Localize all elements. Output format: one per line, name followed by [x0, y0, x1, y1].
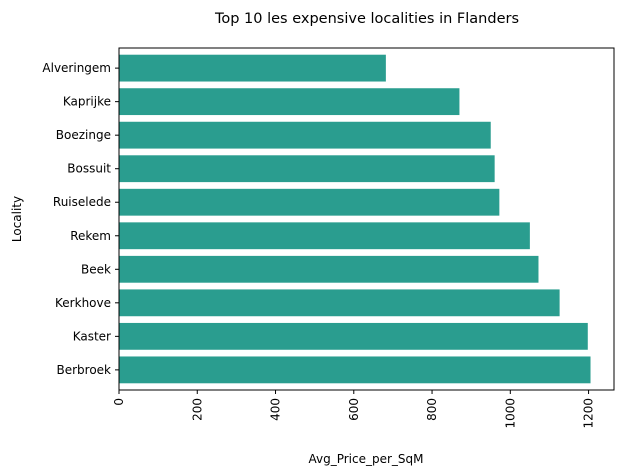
- y-tick-label: Berbroek: [56, 363, 111, 377]
- y-tick-label: Beek: [81, 262, 111, 276]
- chart-title: Top 10 les expensive localities in Fland…: [214, 11, 519, 27]
- x-tick-label: 400: [269, 398, 283, 421]
- y-tick-label: Rekem: [70, 229, 111, 243]
- x-tick-label: 1000: [503, 398, 517, 429]
- y-tick-label: Boezinge: [56, 128, 111, 142]
- bar: [119, 289, 560, 317]
- y-tick-label: Kaprijke: [63, 95, 111, 109]
- y-axis-label: Locality: [10, 196, 24, 242]
- y-tick-label: Alveringem: [42, 61, 111, 75]
- x-tick-label: 200: [190, 398, 204, 421]
- x-tick-label: 600: [347, 398, 361, 421]
- bar: [119, 255, 539, 283]
- bar: [119, 155, 495, 183]
- plot-frame: [118, 47, 615, 391]
- y-tick-label: Ruiselede: [53, 195, 111, 209]
- bar: [119, 54, 386, 82]
- bars-group: [119, 54, 591, 384]
- y-tick-label: Kaster: [73, 329, 111, 343]
- y-tick-label: Bossuit: [67, 162, 111, 176]
- y-tick-label: Kerkhove: [55, 296, 111, 310]
- bar: [119, 222, 530, 250]
- bar: [119, 121, 491, 149]
- x-axis-ticks: 0 200 400 600 800 1000 1200: [112, 390, 596, 429]
- bar: [119, 356, 591, 384]
- bar: [119, 188, 500, 216]
- bar: [119, 88, 460, 116]
- x-tick-label: 1200: [582, 398, 596, 429]
- y-axis-ticks: Alveringem Kaprijke Boezinge Bossuit Ruisele…: [42, 61, 119, 377]
- x-axis-label: Avg_Price_per_SqM: [308, 452, 423, 466]
- x-tick-label: 800: [425, 398, 439, 421]
- bar: [119, 322, 588, 350]
- x-tick-label: 0: [112, 398, 126, 406]
